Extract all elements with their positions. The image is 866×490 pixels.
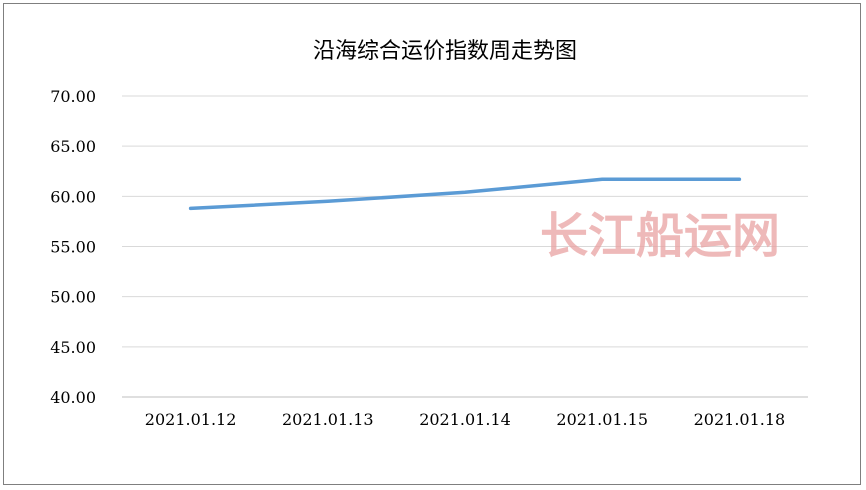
- y-tick-label: 60.00: [50, 187, 96, 206]
- x-tick-label: 2021.01.18: [694, 410, 786, 429]
- series-line: [188, 177, 742, 211]
- chart-title: 沿海综合运价指数周走势图: [313, 39, 577, 64]
- y-tick-labels: 40.00 45.00 50.00 55.00 60.00 65.00 70.00: [50, 87, 96, 407]
- y-tick-label: 70.00: [50, 87, 96, 106]
- chart-frame: [3, 3, 861, 485]
- x-tick-label: 2021.01.14: [419, 410, 511, 429]
- x-tick-label: 2021.01.15: [556, 410, 648, 429]
- x-tick-labels: 2021.01.12 2021.01.13 2021.01.14 2021.01.15…: [145, 410, 785, 429]
- y-tick-label: 40.00: [50, 388, 96, 407]
- gridlines: [122, 95, 808, 398]
- watermark-text: 长江船运网: [540, 208, 780, 264]
- y-tick-label: 65.00: [50, 137, 96, 156]
- series-group: [188, 177, 742, 211]
- y-tick-label: 50.00: [50, 288, 96, 307]
- x-tick-label: 2021.01.13: [282, 410, 374, 429]
- y-tick-label: 55.00: [50, 238, 96, 257]
- x-tick-label: 2021.01.12: [145, 410, 237, 429]
- y-tick-label: 45.00: [50, 338, 96, 357]
